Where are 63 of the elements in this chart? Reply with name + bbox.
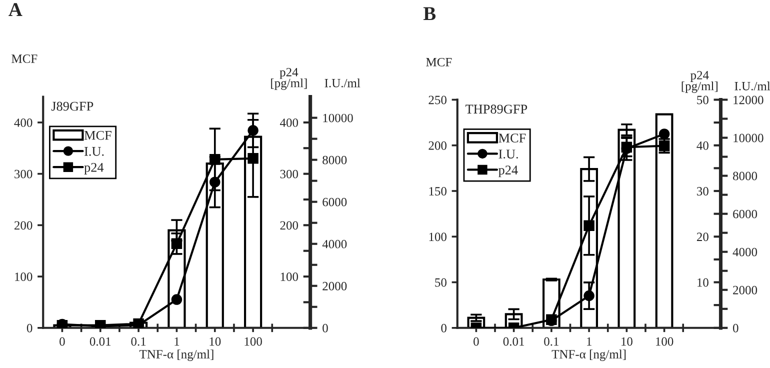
legend-label: MCF xyxy=(84,130,112,140)
x-tick-label: 0 xyxy=(474,337,479,346)
legend-label: MCF xyxy=(498,134,526,142)
y-tick-label: 50 xyxy=(435,278,446,287)
y2-tick-label: 200 xyxy=(280,221,298,230)
y-tick-label: 100 xyxy=(15,272,32,281)
x-tick-label: 1 xyxy=(174,337,180,346)
y3-tick-label: 0 xyxy=(733,324,738,332)
annotation: THP89GFP xyxy=(466,104,528,114)
chart-title: B xyxy=(423,7,436,20)
y-tick-label: 400 xyxy=(14,118,32,127)
y-tick-label: 250 xyxy=(428,96,446,104)
y3-tick-label: 4000 xyxy=(732,248,758,256)
y-tick-label: 200 xyxy=(14,221,32,230)
x-tick-label: 0.01 xyxy=(503,337,524,346)
x-axis-title: TNF-α [ng/ml] xyxy=(552,350,626,362)
annotation: J89GFP xyxy=(51,102,94,111)
y-axis-title: MCF xyxy=(426,58,452,66)
legend-label: p24 xyxy=(84,162,104,175)
y3-tick-label: 6000 xyxy=(322,198,347,206)
y-tick-label: 0 xyxy=(441,324,446,332)
y-tick-label: 150 xyxy=(429,187,446,196)
y2-tick-label: 30 xyxy=(697,187,708,196)
y3-axis-title: I.U./ml xyxy=(734,82,770,90)
x-tick-label: 10 xyxy=(210,337,221,346)
legend-label: p24 xyxy=(498,166,518,178)
y3-tick-label: 2000 xyxy=(322,282,347,290)
y3-tick-label: 8000 xyxy=(322,156,347,164)
y3-tick-label: 2000 xyxy=(733,286,758,294)
y2-tick-label: 300 xyxy=(280,170,298,178)
y2-axis-title: p24 [pg/ml] xyxy=(682,71,718,93)
legend-label: I.U. xyxy=(84,147,104,156)
y3-tick-label: 12000 xyxy=(734,96,764,104)
y3-tick-label: 10000 xyxy=(323,114,353,122)
y-axis-title: MCF xyxy=(12,54,38,63)
y-tick-label: 100 xyxy=(429,232,446,242)
y3-tick-label: 6000 xyxy=(733,210,758,218)
x-tick-label: 0.1 xyxy=(131,337,146,346)
y3-tick-label: 0 xyxy=(322,324,328,332)
y-tick-label: 200 xyxy=(428,141,446,150)
x-tick-label: 0 xyxy=(60,337,65,346)
x-tick-label: 0.01 xyxy=(90,337,111,346)
y-tick-label: 300 xyxy=(14,170,32,178)
y2-tick-label: 100 xyxy=(280,272,298,281)
y2-tick-label: 20 xyxy=(696,232,708,242)
x-tick-label: 0.1 xyxy=(544,337,558,346)
y2-tick-label: 10 xyxy=(698,278,708,287)
y3-tick-label: 10000 xyxy=(734,134,764,142)
y-tick-label: 0 xyxy=(26,324,32,332)
chart-title: A xyxy=(8,3,22,16)
y2-tick-label: 400 xyxy=(280,118,298,127)
x-tick-label: 100 xyxy=(244,337,262,346)
y3-tick-label: 8000 xyxy=(733,172,758,180)
y2-tick-label: 40 xyxy=(696,141,708,150)
x-axis-title: TNF-α [ng/ml] xyxy=(139,350,214,362)
y3-axis-title: I.U./ml xyxy=(324,78,360,88)
x-tick-label: 10 xyxy=(622,337,632,346)
legend-label: I.U. xyxy=(498,150,518,159)
x-tick-label: 100 xyxy=(656,337,674,346)
y2-tick-label: 50 xyxy=(697,96,708,104)
x-tick-label: 1 xyxy=(587,337,592,346)
y3-tick-label: 4000 xyxy=(322,240,347,248)
y2-axis-title: p24 [pg/ml] xyxy=(271,68,307,90)
